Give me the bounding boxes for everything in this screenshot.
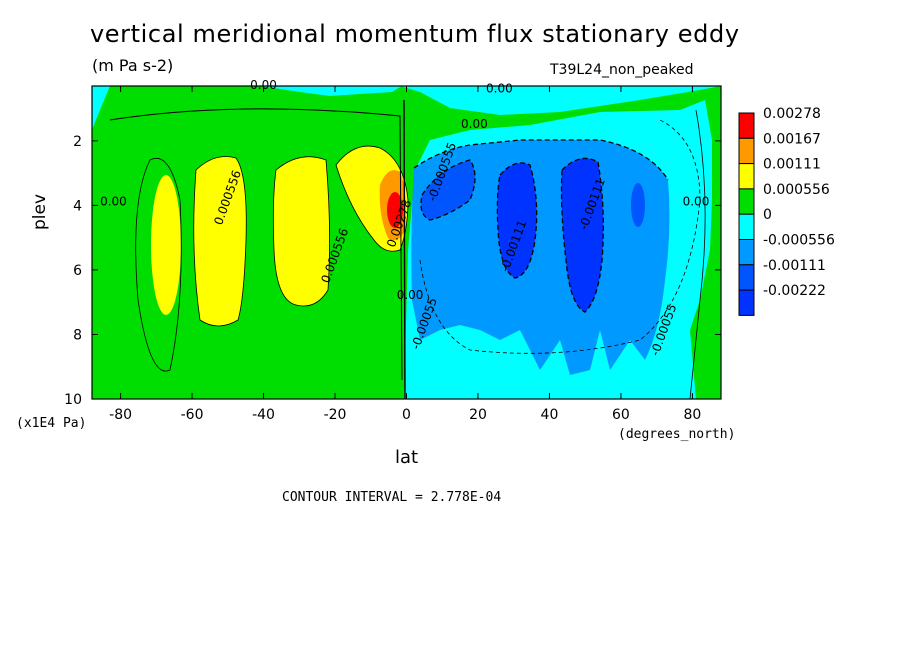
x-tick-label: 80 — [683, 407, 701, 423]
field-cell-darkblue-4 — [631, 183, 645, 227]
field-cell-darkblue-2 — [497, 162, 537, 278]
legend-swatch — [738, 188, 755, 215]
contour-interval: CONTOUR INTERVAL = 2.778E-04 — [282, 490, 502, 505]
y-axis-units: (x1E4 Pa) — [16, 416, 87, 431]
field-region-left-cyan — [92, 86, 110, 130]
field-cell-yellow-1 — [151, 175, 181, 315]
x-axis-units: (degrees_north) — [618, 427, 736, 442]
field-cell-yellow-3 — [273, 156, 330, 306]
legend-label: -0.00222 — [763, 283, 826, 299]
contour-label: 0.00 — [100, 194, 127, 208]
field-cell-red — [387, 192, 403, 228]
x-tick-label: -80 — [109, 407, 132, 423]
legend-label: -0.00111 — [763, 258, 826, 274]
field-region-positive — [92, 86, 721, 399]
x-tick-label: 0 — [402, 407, 411, 423]
contour-label: 0.00 — [486, 81, 513, 95]
x-tick-label: -20 — [324, 407, 347, 423]
legend-label: 0.000556 — [763, 182, 830, 198]
legend-swatch — [738, 163, 755, 190]
legend-swatch — [738, 112, 755, 139]
contour-label: 0.00 — [250, 78, 277, 92]
legend-swatch — [738, 239, 755, 266]
y-tick-label: 8 — [73, 327, 82, 343]
chart-title: vertical meridional momentum flux statio… — [90, 20, 740, 48]
x-axis-label: lat — [395, 447, 419, 468]
chart-units: (m Pa s-2) — [92, 56, 174, 75]
contour-label: 0.00 — [461, 117, 488, 131]
legend-swatch — [738, 264, 755, 291]
legend-label: 0 — [763, 207, 772, 223]
field-cell-yellow-2 — [193, 156, 247, 326]
legend-label: 0.00167 — [763, 131, 821, 147]
x-axis: -80 -60 -40 -20 0 20 40 60 80 — [109, 86, 701, 423]
contour-label: 0.00 — [397, 288, 424, 302]
field-cell-darkblue-3 — [561, 158, 604, 312]
y-tick-label: 2 — [73, 134, 82, 150]
x-tick-label: 60 — [612, 407, 630, 423]
color-legend: 0.00278 0.00167 0.00111 0.000556 0 -0.000556 -… — [738, 106, 835, 316]
legend-label: 0.00278 — [763, 106, 821, 122]
y-tick-label: 4 — [73, 198, 82, 214]
y-tick-label: 6 — [73, 263, 82, 279]
run-name: T39L24_non_peaked — [550, 62, 694, 78]
y-tick-label: 10 — [64, 392, 82, 408]
field-region-top-cyan — [92, 86, 402, 96]
filled-contours — [92, 86, 721, 399]
legend-swatch — [738, 289, 755, 316]
legend-swatch — [738, 137, 755, 165]
x-tick-label: 40 — [541, 407, 559, 423]
contour-label: 0.00 — [683, 194, 710, 208]
legend-label: 0.00111 — [763, 157, 821, 173]
legend-label: -0.000556 — [763, 233, 835, 249]
legend-swatch — [738, 213, 755, 240]
x-tick-label: -60 — [181, 407, 204, 423]
y-axis: 2 4 6 8 10 — [64, 134, 721, 408]
x-tick-label: -40 — [252, 407, 275, 423]
x-tick-label: 20 — [469, 407, 487, 423]
contour-lines — [109, 99, 706, 399]
field-cell-darkblue-1 — [421, 160, 475, 220]
field-region-negative — [411, 140, 670, 375]
